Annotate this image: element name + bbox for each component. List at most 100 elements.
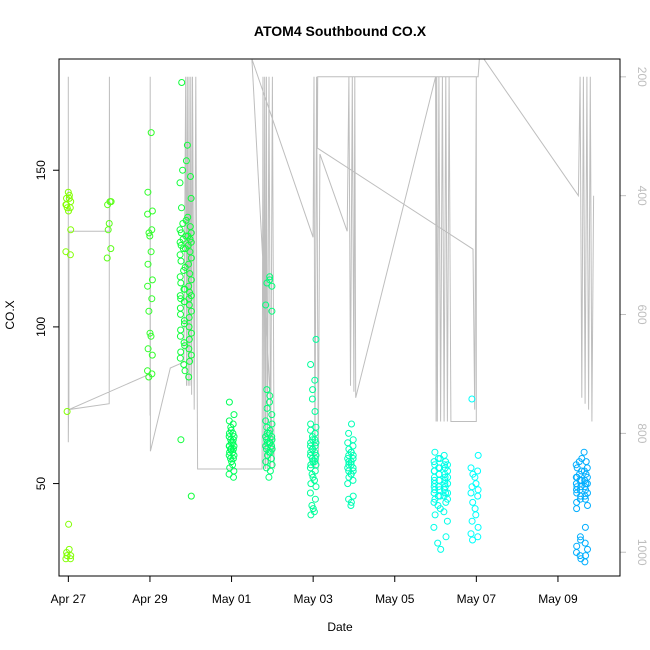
- data-point: [103, 254, 111, 262]
- data-point: [67, 552, 75, 560]
- data-point: [187, 307, 195, 315]
- data-point: [177, 257, 185, 265]
- data-point: [309, 505, 317, 513]
- data-point: [185, 373, 193, 381]
- data-point: [63, 408, 71, 415]
- data-point: [176, 179, 184, 187]
- data-point: [268, 411, 276, 419]
- data-point: [576, 552, 584, 560]
- data-point: [306, 489, 314, 497]
- data-point: [266, 467, 274, 475]
- data-point: [225, 398, 233, 406]
- data-point: [581, 483, 589, 491]
- data-point: [177, 436, 185, 444]
- data-point: [581, 558, 589, 566]
- profile-layer: [67, 59, 595, 470]
- secondary-tick-label: 400: [635, 186, 649, 206]
- data-point: [183, 141, 191, 149]
- data-point: [467, 464, 475, 472]
- data-point: [312, 439, 320, 447]
- data-point: [185, 323, 193, 331]
- data-point: [265, 473, 273, 481]
- data-point: [311, 376, 319, 384]
- data-point: [145, 373, 153, 381]
- data-point: [344, 480, 352, 488]
- data-point: [185, 314, 193, 321]
- data-point: [63, 201, 70, 209]
- data-point: [573, 486, 580, 494]
- data-point: [349, 451, 357, 459]
- data-point: [309, 386, 317, 394]
- data-point: [67, 226, 75, 234]
- data-point: [308, 502, 316, 509]
- plot-frame: [58, 58, 621, 577]
- data-point: [63, 552, 71, 560]
- data-point: [177, 310, 184, 318]
- data-point: [268, 307, 276, 315]
- data-point: [186, 270, 194, 278]
- data-point: [468, 517, 476, 525]
- data-point: [144, 282, 152, 290]
- data-point: [147, 248, 155, 256]
- data-point: [431, 486, 439, 494]
- data-point: [147, 332, 155, 340]
- data-point: [468, 395, 476, 403]
- data-point: [430, 523, 438, 531]
- data-point: [180, 339, 188, 347]
- data-point: [180, 267, 188, 274]
- data-point: [437, 545, 445, 553]
- data-point: [434, 539, 442, 547]
- data-point: [572, 461, 580, 469]
- data-point: [179, 245, 187, 253]
- data-point: [176, 332, 184, 340]
- x-tick-label: May 07: [457, 592, 497, 606]
- data-point: [443, 517, 451, 525]
- data-point: [180, 361, 188, 368]
- data-point: [180, 285, 188, 293]
- data-point: [440, 508, 448, 516]
- secondary-tick-label: 600: [635, 305, 649, 325]
- data-point: [181, 367, 189, 375]
- data-point: [144, 260, 152, 268]
- data-point: [268, 420, 276, 428]
- data-point: [230, 411, 238, 419]
- data-point: [225, 429, 233, 437]
- data-point: [581, 523, 589, 531]
- data-point: [474, 451, 482, 459]
- data-point: [186, 248, 194, 256]
- data-point: [145, 229, 153, 237]
- data-point: [266, 273, 274, 281]
- data-point: [584, 502, 591, 509]
- data-point: [472, 511, 480, 519]
- data-point: [146, 232, 154, 240]
- data-point: [581, 495, 589, 503]
- data-point: [467, 530, 475, 538]
- data-point: [180, 298, 188, 306]
- points-layer: [62, 79, 591, 566]
- data-point: [104, 226, 112, 234]
- data-point: [474, 523, 482, 531]
- data-point: [262, 442, 270, 450]
- data-point: [312, 335, 320, 343]
- profile-line: [67, 59, 595, 470]
- data-point: [187, 351, 195, 359]
- y-tick-label: 100: [34, 317, 48, 337]
- data-point: [187, 254, 195, 262]
- data-point: [467, 489, 475, 497]
- data-point: [179, 220, 187, 227]
- data-point: [308, 395, 316, 403]
- data-point: [584, 545, 591, 553]
- data-point: [311, 408, 319, 415]
- x-tick-label: May 03: [293, 592, 333, 606]
- data-point: [349, 476, 357, 484]
- data-point: [436, 492, 444, 500]
- data-point: [344, 439, 352, 447]
- data-point: [187, 173, 194, 180]
- data-point: [307, 511, 315, 519]
- data-point: [227, 455, 234, 462]
- chart-title: ATOM4 Southbound CO.X: [254, 23, 427, 39]
- data-point: [344, 464, 352, 472]
- data-point: [345, 429, 353, 437]
